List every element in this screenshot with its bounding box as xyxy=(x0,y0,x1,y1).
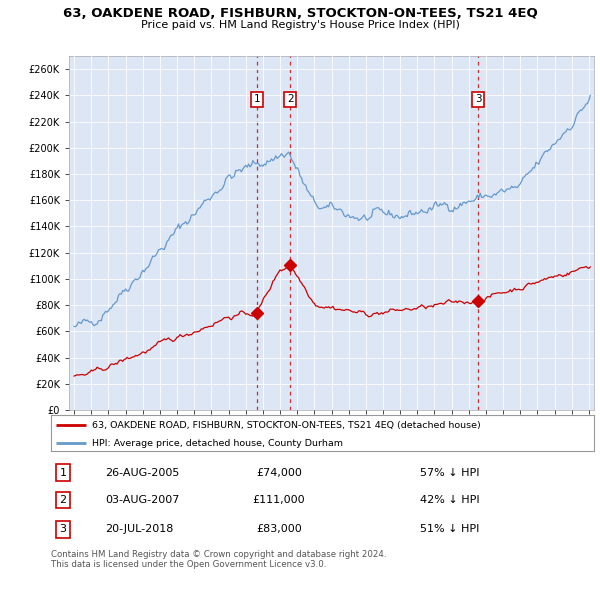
Text: 2: 2 xyxy=(59,495,67,505)
Text: 1: 1 xyxy=(254,94,260,104)
Text: HPI: Average price, detached house, County Durham: HPI: Average price, detached house, Coun… xyxy=(92,439,343,448)
Text: 51% ↓ HPI: 51% ↓ HPI xyxy=(420,525,479,535)
Text: 20-JUL-2018: 20-JUL-2018 xyxy=(106,525,173,535)
Text: 3: 3 xyxy=(475,94,482,104)
Text: Price paid vs. HM Land Registry's House Price Index (HPI): Price paid vs. HM Land Registry's House … xyxy=(140,20,460,30)
Text: 1: 1 xyxy=(59,468,67,477)
Text: £74,000: £74,000 xyxy=(256,468,302,477)
Text: 3: 3 xyxy=(59,525,67,535)
Text: 57% ↓ HPI: 57% ↓ HPI xyxy=(420,468,480,477)
Text: 63, OAKDENE ROAD, FISHBURN, STOCKTON-ON-TEES, TS21 4EQ (detached house): 63, OAKDENE ROAD, FISHBURN, STOCKTON-ON-… xyxy=(92,421,481,430)
Text: 2: 2 xyxy=(287,94,293,104)
Text: 03-AUG-2007: 03-AUG-2007 xyxy=(106,495,179,505)
Text: Contains HM Land Registry data © Crown copyright and database right 2024.
This d: Contains HM Land Registry data © Crown c… xyxy=(51,550,386,569)
Text: 42% ↓ HPI: 42% ↓ HPI xyxy=(420,495,480,505)
Text: £83,000: £83,000 xyxy=(256,525,302,535)
Text: £111,000: £111,000 xyxy=(253,495,305,505)
Text: 26-AUG-2005: 26-AUG-2005 xyxy=(106,468,179,477)
Text: 63, OAKDENE ROAD, FISHBURN, STOCKTON-ON-TEES, TS21 4EQ: 63, OAKDENE ROAD, FISHBURN, STOCKTON-ON-… xyxy=(62,7,538,20)
